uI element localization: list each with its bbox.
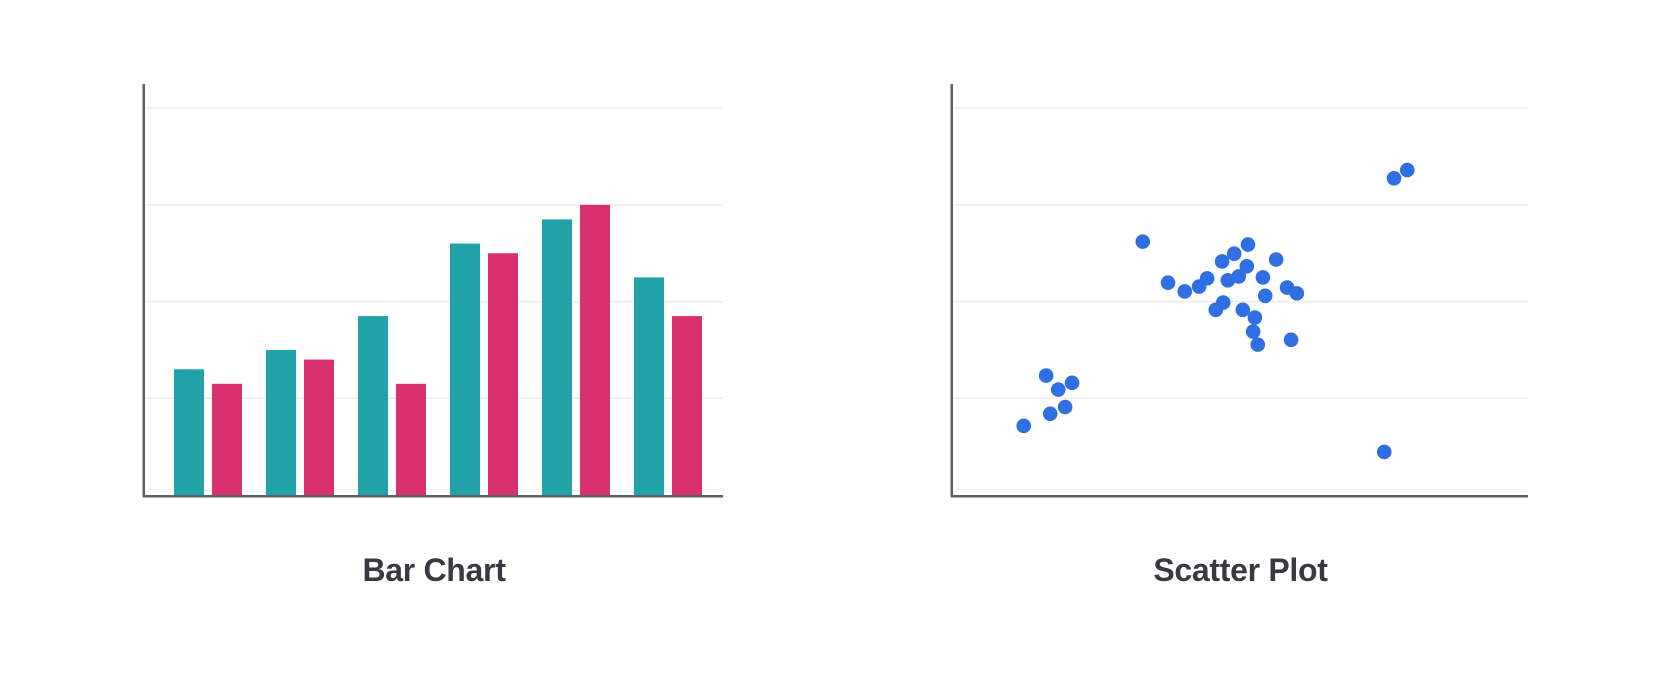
scatter-point: [1283, 332, 1299, 348]
scatter-point: [1231, 269, 1247, 284]
bar-pink: [304, 359, 334, 495]
bar-teal: [358, 316, 388, 495]
scatter-plot-figure: Scatter Plot: [950, 84, 1528, 604]
bar-teal: [266, 349, 296, 495]
scatter-point: [1399, 162, 1415, 178]
bar-pink: [672, 316, 702, 495]
scatter-plot-title: Scatter Plot: [1153, 552, 1328, 588]
scatter-point: [1247, 310, 1263, 325]
scatter-point: [1177, 284, 1193, 299]
scatter-point: [1386, 170, 1402, 186]
scatter-point: [1250, 337, 1266, 352]
scatter-point: [1042, 406, 1058, 422]
scatter-point: [1135, 234, 1151, 249]
bar-pink: [212, 383, 242, 495]
bar-chart-title: Bar Chart: [362, 552, 506, 588]
scatter-point: [1245, 324, 1261, 339]
bar-pink: [396, 383, 426, 495]
scatter-point: [1376, 444, 1392, 460]
scatter-point: [1199, 271, 1215, 286]
scatter-point: [1050, 382, 1066, 397]
scatter-point: [1214, 254, 1230, 269]
scatter-point: [1235, 302, 1251, 318]
scatter-point: [1257, 288, 1273, 304]
scatter-plot-plot: [950, 84, 1528, 498]
scatter-point: [1239, 258, 1255, 274]
scatter-point: [1064, 375, 1080, 391]
bar-teal: [542, 219, 572, 495]
scatter-point: [1268, 252, 1284, 267]
scatter-point: [1240, 237, 1256, 252]
scatter-point: [1226, 246, 1242, 262]
bar-pink: [488, 253, 518, 495]
bar-pink: [580, 204, 610, 495]
scatter-point: [1160, 275, 1176, 291]
bar-chart-figure: Bar Chart: [142, 84, 723, 604]
bar-chart-plot: [142, 84, 723, 498]
scatter-point: [1255, 270, 1271, 285]
bar-teal: [634, 277, 664, 495]
scatter-point: [1208, 302, 1224, 318]
scatter-point: [1289, 286, 1305, 301]
scatter-point: [1016, 418, 1032, 434]
scatter-point: [1057, 399, 1073, 415]
bar-teal: [450, 243, 480, 495]
bar-teal: [174, 369, 204, 495]
scatter-point: [1038, 368, 1054, 383]
